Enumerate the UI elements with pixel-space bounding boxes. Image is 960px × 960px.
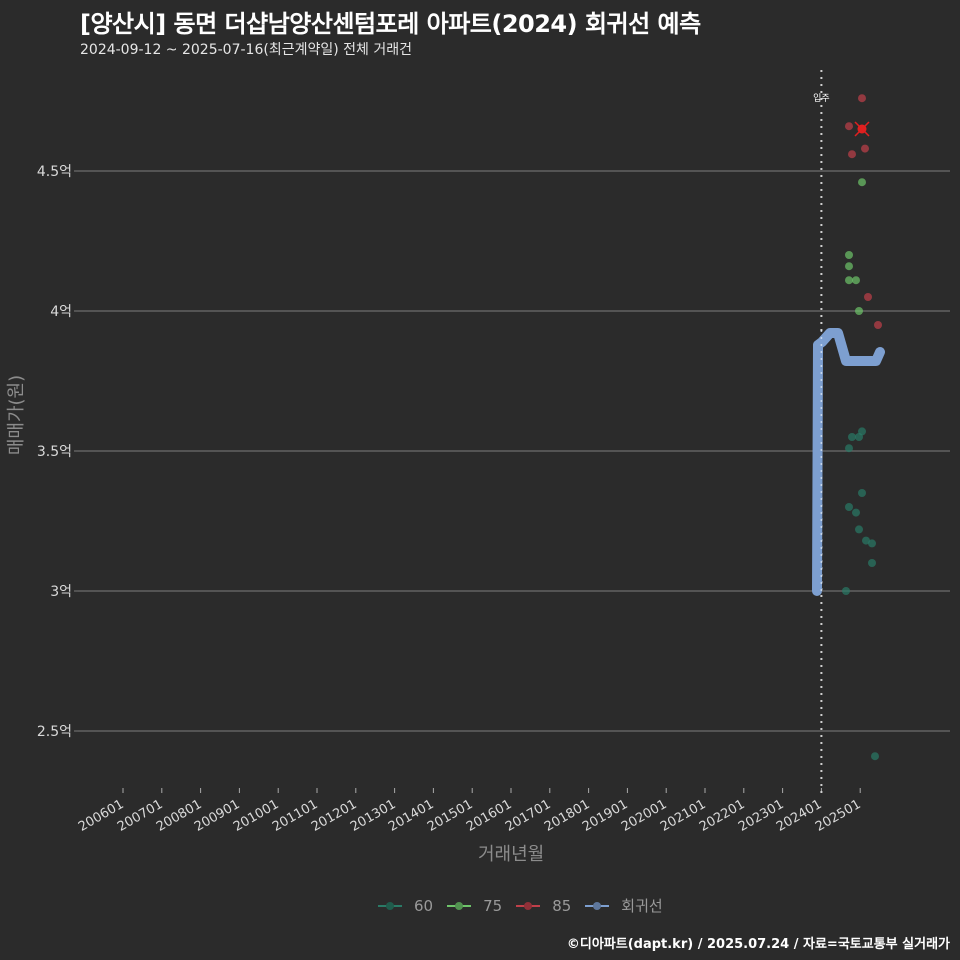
legend-item: 회귀선 <box>585 895 663 916</box>
data-point-85 <box>848 150 856 159</box>
chart-subtitle: 2024-09-12 ~ 2025-07-16(최근계약일) 전체 거래건 <box>80 42 412 58</box>
footer-credit: ©디아파트(dapt.kr) / 2025.07.24 / 자료=국토교통부 실… <box>566 937 950 952</box>
legend-key-icon <box>516 899 541 913</box>
data-point-60 <box>848 433 856 441</box>
legend-key-icon <box>585 899 610 913</box>
data-point-75 <box>858 178 866 187</box>
data-point-75 <box>845 276 853 285</box>
legend-key-icon <box>378 899 402 913</box>
y-tick-label: 4.5억 <box>36 164 72 180</box>
move-in-label: 입주 <box>813 92 830 104</box>
y-axis-label: 매매가(원) <box>6 374 27 456</box>
y-tick-label: 4억 <box>50 304 72 320</box>
data-point-60 <box>852 508 860 517</box>
data-point-60 <box>868 539 876 548</box>
data-point-60 <box>868 559 876 567</box>
data-point-60 <box>845 503 853 511</box>
highlight-x-icon <box>854 121 870 137</box>
data-point-60 <box>858 489 866 497</box>
legend-item: 85 <box>516 897 571 915</box>
data-point-75 <box>852 276 860 285</box>
y-tick-label: 3.5억 <box>36 444 72 460</box>
data-point-85 <box>861 144 869 153</box>
data-point-60 <box>855 525 863 534</box>
legend-key-icon <box>447 899 472 913</box>
data-point-60 <box>845 444 853 453</box>
legend-item: 60 <box>378 897 433 915</box>
legend-item: 75 <box>447 897 502 915</box>
y-tick-label: 3억 <box>50 584 72 600</box>
data-point-60 <box>871 752 879 761</box>
data-point-75 <box>855 307 863 315</box>
y-tick-label: 2.5억 <box>36 724 72 740</box>
data-point-85 <box>864 293 872 301</box>
legend-label: 75 <box>483 896 503 915</box>
data-point-60 <box>842 587 850 595</box>
legend-label: 85 <box>552 896 572 915</box>
data-point-75 <box>845 262 853 271</box>
data-point-85 <box>858 94 866 103</box>
data-point-60 <box>858 427 866 436</box>
data-point-75 <box>845 251 853 259</box>
data-point-60 <box>862 536 870 545</box>
legend-label: 회귀선 <box>621 897 663 915</box>
regression-line <box>812 328 885 596</box>
x-axis-label: 거래년월 <box>478 844 545 865</box>
data-point-85 <box>874 321 882 329</box>
legend-label: 60 <box>414 896 434 915</box>
legend: 60 75 85 회귀선 <box>378 895 677 916</box>
chart-title: [양산시] 동면 더샵남양산센텀포레 아파트(2024) 회귀선 예측 <box>80 10 701 38</box>
data-point-85 <box>845 122 853 131</box>
